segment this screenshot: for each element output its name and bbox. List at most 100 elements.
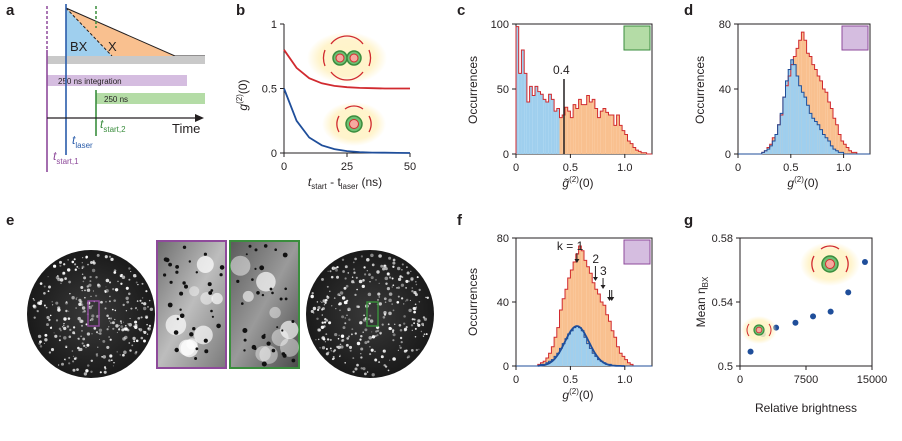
fov-emitter [410,324,414,327]
panel-f-bar-total [551,346,555,366]
fov-emitter [386,287,390,291]
fov-emitter [50,326,53,328]
panel-d-bar-total [817,76,820,154]
fov-emitter [335,268,338,272]
fov-emitter [90,295,92,297]
fov-emitter [98,332,102,335]
fov-emitter [81,262,83,264]
zoom-dark-pixel [207,282,212,287]
fov-emitter [343,300,348,305]
fov-emitter [380,264,384,268]
fov-emitter [336,275,339,279]
panel-d-bar-total [854,152,857,154]
fov-emitter [347,272,350,274]
panel-f-bar-subset [578,327,582,366]
panel-d-bar-subset [804,97,807,154]
fov-emitter [141,302,144,305]
panel-g-xlabel: Relative brightness [755,401,857,415]
panel-d-bar-subset [811,118,815,154]
fov-emitter [349,349,352,352]
fov-emitter [97,284,101,288]
fov-emitter [388,311,392,316]
fov-emitter [137,309,139,311]
fov-emitter [90,359,94,363]
fov-emitter [369,314,372,317]
fov-emitter [63,324,65,326]
fov-emitter [343,286,347,290]
panel-f-bar-subset [562,343,565,366]
zoom-dark-pixel [167,302,173,308]
fov-emitter [49,326,53,330]
fov-emitter [342,326,346,330]
fov-emitter [141,297,144,299]
fov-emitter [360,353,362,355]
fov-emitter [331,305,333,307]
fov-emitter [85,323,88,326]
fov-emitter [392,284,395,287]
panel-c-bar [589,102,593,154]
fov-emitter [67,317,71,320]
fov-emitter [106,328,109,331]
fov-emitter [85,255,88,259]
fov-emitter [331,267,333,269]
zoom-dark-pixel [241,302,244,305]
zoom-dark-pixel [236,279,240,283]
fov-emitter [63,326,67,331]
panel-c-bar [592,99,595,154]
panel-letter-c: c [457,2,466,19]
fov-emitter [387,323,390,326]
zoom-dark-pixel [204,349,209,354]
fov-emitter [81,342,84,345]
fov-emitter [63,322,65,325]
fov-emitter [339,291,344,295]
panel-f-bar-total [594,289,598,366]
zoom-dark-pixel [261,293,265,297]
panel-d-bar-subset [780,113,783,154]
fov-emitter [92,261,94,264]
fov-emitter [399,329,403,332]
fov-emitter [345,284,349,288]
fov-emitter [355,276,358,279]
fov-emitter [353,268,356,271]
panel-d-outline-subset [738,59,870,155]
fov-emitter [137,316,141,320]
fov-emitter [357,305,360,309]
zoom-dark-pixel [184,284,188,289]
fov-emitter [382,350,385,352]
panel-d-bar-total [830,108,834,154]
fov-emitter [325,348,328,350]
zoom-dark-pixel [219,265,225,270]
fov-emitter [128,278,131,281]
panel-f-k2-label: 2 [592,252,599,266]
fov-emitter [417,323,421,327]
zoom-bright-spot [189,286,200,297]
panel-g-point [747,348,754,355]
zoom-dark-pixel [174,347,179,353]
fov-emitter [378,282,380,285]
fov-emitter [315,339,317,341]
panel-f-bar-total [630,364,633,366]
fov-emitter [69,293,71,295]
fov-emitter [371,263,375,267]
fov-emitter [331,266,336,270]
fov-emitter [384,276,389,281]
panel-d-bar-subset [796,76,799,154]
fov-emitter [312,306,317,311]
panel-c-bar [540,94,544,154]
fov-emitter [397,349,400,352]
fov-emitter [57,308,61,312]
panel-d-bar-total [851,152,855,154]
fov-emitter [415,283,418,286]
fov-emitter [134,323,138,327]
panel-d-legend-swatch [841,25,869,51]
fov-emitter [77,316,81,321]
fov-emitter [356,341,361,346]
fov-emitter [103,370,107,374]
zoom-dark-pixel [269,287,273,291]
fov-emitter [81,306,86,310]
fov-emitter [410,278,414,282]
panel-letter-a: a [6,2,15,19]
panel-f-bar-subset [600,361,604,366]
fov-emitter [340,345,344,349]
fov-emitter [63,336,67,340]
